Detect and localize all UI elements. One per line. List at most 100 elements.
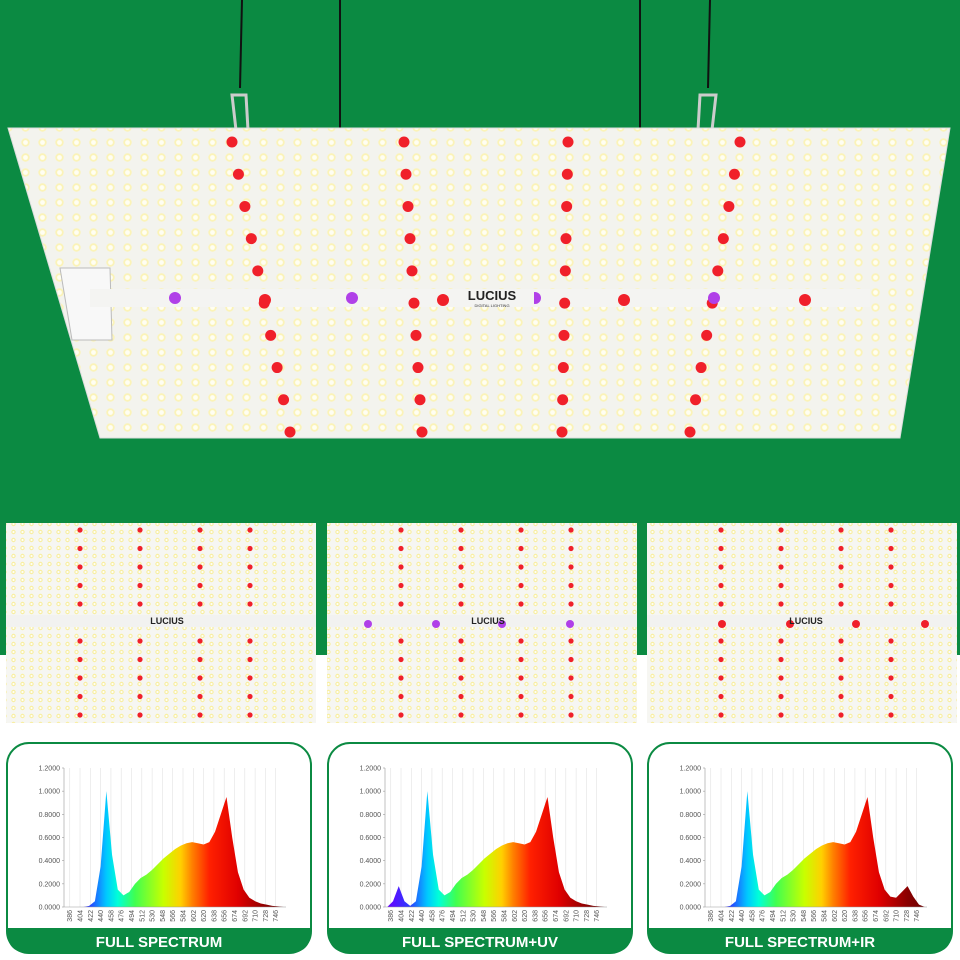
x-tick-label: 674: [232, 910, 239, 922]
red-led: [278, 394, 290, 406]
red-led: [226, 136, 238, 148]
red-led: [560, 233, 572, 245]
red-led: [458, 675, 464, 681]
wires: [239, 0, 711, 128]
logo-bg: [450, 289, 534, 305]
x-tick-label: 584: [181, 910, 188, 922]
red-led: [557, 394, 569, 406]
red-led: [137, 564, 143, 570]
brand: LUCIUS: [150, 616, 184, 626]
red-led: [838, 582, 844, 589]
red-led: [247, 712, 253, 718]
x-tick-label: 476: [760, 910, 767, 922]
red-led: [518, 564, 524, 570]
y-tick-label: 0.4000: [39, 858, 61, 865]
y-tick-label: 0.6000: [39, 835, 61, 842]
red-led: [778, 638, 784, 644]
red-led: [518, 675, 524, 681]
chart-title: FULL SPECTRUM+UV: [402, 934, 558, 951]
red-led: [888, 638, 894, 644]
y-tick-label: 0.2000: [360, 881, 382, 888]
x-tick-label: 692: [883, 910, 890, 922]
red-led: [559, 297, 571, 309]
red-led: [778, 582, 784, 589]
red-led: [77, 545, 83, 552]
red-led: [568, 601, 574, 607]
main-panel: [7, 127, 951, 439]
red-led: [458, 601, 464, 607]
x-tick-label: 422: [409, 910, 416, 922]
x-tick-label: 710: [253, 910, 260, 922]
title-bar: [328, 928, 632, 953]
x-tick-label: 638: [852, 910, 859, 922]
red-led: [197, 601, 203, 607]
red-led: [888, 564, 894, 570]
y-tick-label: 0.0000: [680, 905, 702, 912]
red-led: [718, 693, 724, 700]
red-led: [728, 168, 740, 180]
red-led: [77, 527, 83, 533]
y-tick-label: 0.8000: [680, 812, 702, 819]
red-led: [247, 564, 253, 570]
red-led: [778, 601, 784, 607]
red-led: [723, 200, 735, 212]
red-led: [265, 329, 277, 341]
red-led: [557, 362, 569, 374]
red-led: [838, 693, 844, 700]
red-led: [137, 638, 143, 644]
red-led: [838, 675, 844, 681]
x-tick-label: 386: [388, 910, 395, 922]
x-tick-label: 746: [594, 910, 601, 922]
red-led: [458, 638, 464, 644]
x-tick-label: 728: [584, 910, 591, 922]
red-led: [568, 564, 574, 570]
red-led: [838, 638, 844, 644]
red-led: [398, 545, 404, 552]
red-led: [888, 693, 894, 700]
x-tick-label: 404: [78, 910, 85, 922]
red-led: [734, 136, 746, 148]
red-led: [568, 656, 574, 663]
y-tick-label: 1.0000: [680, 789, 702, 796]
x-tick-label: 710: [894, 910, 901, 922]
red-led: [568, 638, 574, 644]
red-led: [77, 638, 83, 644]
title-bar: [7, 928, 311, 953]
red-led: [718, 564, 724, 570]
red-led: [718, 712, 724, 718]
tagline: DIGITAL LIGHTING: [474, 303, 509, 308]
driver-box: [59, 267, 113, 341]
red-led: [568, 545, 574, 552]
x-tick-label: 476: [440, 910, 447, 922]
red-led: [695, 362, 707, 374]
red-led: [197, 675, 203, 681]
x-tick-label: 692: [563, 910, 570, 922]
red-led: [717, 233, 729, 245]
red-led: [400, 168, 412, 180]
red-led: [718, 675, 724, 681]
red-led: [888, 601, 894, 607]
red-led: [888, 527, 894, 533]
x-tick-label: 638: [532, 910, 539, 922]
red-led: [416, 426, 428, 438]
x-tick-label: 656: [543, 910, 550, 922]
red-led: [458, 693, 464, 700]
red-led: [398, 693, 404, 700]
red-led: [197, 527, 203, 533]
red-led: [408, 297, 420, 309]
x-tick-label: 566: [811, 910, 818, 922]
x-tick-label: 458: [108, 910, 115, 922]
x-tick-label: 512: [139, 910, 146, 922]
chart-title: FULL SPECTRUM: [96, 934, 222, 951]
red-led: [518, 582, 524, 589]
x-tick-label: 548: [481, 910, 488, 922]
red-led: [556, 426, 568, 438]
x-tick-label: 458: [749, 910, 756, 922]
x-tick-label: 656: [863, 910, 870, 922]
red-led: [778, 656, 784, 663]
red-led: [197, 712, 203, 718]
x-tick-label: 602: [191, 910, 198, 922]
red-led: [778, 564, 784, 570]
red-led: [838, 527, 844, 533]
red-led: [888, 545, 894, 552]
